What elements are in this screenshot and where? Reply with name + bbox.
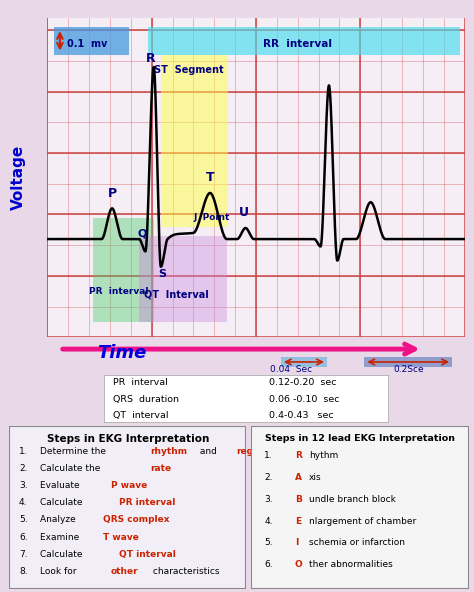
Bar	[147, 27, 460, 54]
Text: Calculate: Calculate	[40, 498, 86, 507]
Text: 0.4-0.43   sec: 0.4-0.43 sec	[269, 411, 334, 420]
Text: Voltage: Voltage	[11, 145, 26, 210]
Text: QT  interval: QT interval	[113, 411, 168, 420]
Text: 0.06 -0.10  sec: 0.06 -0.10 sec	[269, 394, 340, 404]
Text: T: T	[206, 170, 214, 184]
Text: Determine the: Determine the	[40, 446, 109, 456]
Text: xis: xis	[309, 473, 322, 482]
Text: QT interval: QT interval	[118, 550, 175, 559]
Text: characteristics: characteristics	[150, 567, 219, 576]
Text: 8.: 8.	[19, 567, 27, 576]
Text: QRS  duration: QRS duration	[113, 394, 179, 404]
Bar	[139, 236, 227, 322]
Bar	[281, 357, 327, 366]
Text: 6.: 6.	[264, 560, 273, 569]
Text: 2.: 2.	[19, 464, 27, 473]
Text: Analyze: Analyze	[40, 516, 79, 525]
Text: 7.: 7.	[19, 550, 27, 559]
Text: ther abnormalities: ther abnormalities	[309, 560, 393, 569]
Text: E: E	[295, 517, 301, 526]
Text: 0.1  mv: 0.1 mv	[67, 38, 107, 49]
Text: 4.: 4.	[264, 517, 273, 526]
Text: 3.: 3.	[19, 481, 27, 490]
Text: J  Point: J Point	[193, 213, 230, 222]
Text: 5.: 5.	[264, 538, 273, 547]
Text: and: and	[197, 446, 219, 456]
Text: 0.04  Sec: 0.04 Sec	[270, 365, 312, 374]
Text: B: B	[295, 495, 302, 504]
Text: Calculate the: Calculate the	[40, 464, 103, 473]
Text: Evaluate: Evaluate	[40, 481, 83, 490]
Text: 0.12-0.20  sec: 0.12-0.20 sec	[269, 378, 337, 387]
Text: Steps in 12 lead EKG Interpretation: Steps in 12 lead EKG Interpretation	[265, 433, 455, 443]
Text: Calculate: Calculate	[40, 550, 86, 559]
Text: S: S	[158, 269, 166, 279]
Text: 6.: 6.	[19, 533, 27, 542]
Text: P: P	[108, 187, 117, 200]
Text: 5.: 5.	[19, 516, 27, 525]
Text: rate: rate	[150, 464, 171, 473]
Bar	[93, 218, 154, 322]
Text: RR  interval: RR interval	[263, 38, 332, 49]
Text: rhythm: rhythm	[150, 446, 187, 456]
Text: I: I	[295, 538, 298, 547]
Text: ST  Segment: ST Segment	[155, 65, 224, 75]
Text: 1.: 1.	[264, 452, 273, 461]
Text: regularity: regularity	[236, 446, 286, 456]
Text: Q: Q	[138, 228, 147, 238]
Text: schemia or infarction: schemia or infarction	[309, 538, 405, 547]
Text: PR  interval: PR interval	[89, 287, 148, 296]
Text: hythm: hythm	[309, 452, 338, 461]
Text: Examine: Examine	[40, 533, 82, 542]
Text: 3.: 3.	[264, 495, 273, 504]
Text: P wave: P wave	[111, 481, 147, 490]
Text: T wave: T wave	[103, 533, 139, 542]
Text: A: A	[295, 473, 302, 482]
Text: Look for: Look for	[40, 567, 80, 576]
Bar	[365, 357, 452, 366]
Text: PR  interval: PR interval	[113, 378, 168, 387]
Bar	[54, 27, 129, 54]
Text: O: O	[295, 560, 302, 569]
Text: 1.: 1.	[19, 446, 27, 456]
Text: nlargement of chamber: nlargement of chamber	[309, 517, 416, 526]
Text: Time: Time	[98, 344, 147, 362]
Text: R: R	[146, 52, 155, 65]
Text: Steps in EKG Interpretation: Steps in EKG Interpretation	[47, 433, 209, 443]
Text: U: U	[239, 205, 249, 218]
Text: other: other	[111, 567, 138, 576]
Text: R: R	[295, 452, 302, 461]
Text: 4.: 4.	[19, 498, 27, 507]
Bar	[161, 54, 228, 227]
Text: undle branch block: undle branch block	[309, 495, 396, 504]
Text: QT  Interval: QT Interval	[144, 289, 209, 300]
Text: 2.: 2.	[264, 473, 273, 482]
Text: QRS complex: QRS complex	[103, 516, 169, 525]
Text: PR interval: PR interval	[118, 498, 175, 507]
Text: 0.2Sce: 0.2Sce	[393, 365, 424, 374]
